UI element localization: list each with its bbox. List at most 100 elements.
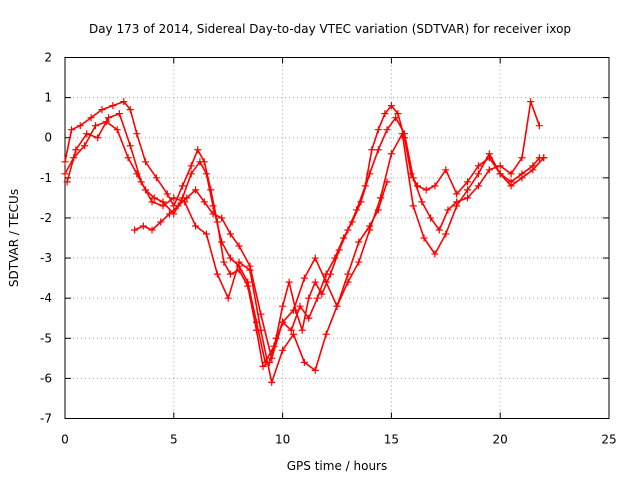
y-tick-label: -7 — [40, 412, 52, 426]
series-line — [66, 112, 545, 384]
data-point-plus — [453, 202, 461, 210]
data-point-plus — [381, 110, 389, 118]
data-point-plus — [224, 294, 232, 302]
data-point-plus — [76, 122, 84, 130]
data-point-plus — [126, 106, 134, 114]
data-point-plus — [398, 130, 406, 138]
data-point-plus — [340, 234, 348, 242]
y-tick-label: 1 — [44, 91, 52, 105]
data-point-plus — [115, 110, 123, 118]
data-point-plus — [464, 194, 472, 202]
data-point-plus — [226, 270, 234, 278]
data-point-plus — [485, 150, 493, 158]
data-point-plus — [165, 210, 173, 218]
data-point-plus — [139, 222, 147, 230]
data-point-plus — [464, 178, 472, 186]
data-point-plus — [246, 262, 254, 270]
axis-ticks — [64, 57, 610, 419]
data-point-plus — [170, 194, 178, 202]
data-point-plus — [268, 378, 276, 386]
data-point-plus — [311, 366, 319, 374]
data-point-plus — [374, 146, 382, 154]
data-point-plus — [322, 330, 330, 338]
data-point-plus — [287, 326, 295, 334]
data-point-plus — [159, 202, 167, 210]
data-point-plus — [535, 122, 543, 130]
plot-frame — [64, 57, 610, 419]
data-point-plus — [322, 270, 330, 278]
data-point-plus — [98, 106, 106, 114]
data-point-plus — [431, 182, 439, 190]
y-tick-label: 2 — [44, 51, 52, 65]
data-point-plus — [298, 326, 306, 334]
data-point-plus — [63, 178, 71, 186]
data-point-plus — [220, 258, 228, 266]
data-point-plus — [124, 154, 132, 162]
data-point-plus — [200, 198, 208, 206]
x-tick-label: 5 — [170, 433, 178, 447]
data-point-plus — [202, 230, 210, 238]
data-point-plus — [257, 326, 265, 334]
data-series — [61, 98, 548, 386]
data-point-plus — [366, 170, 374, 178]
data-point-plus — [409, 202, 417, 210]
data-point-plus — [148, 198, 156, 206]
data-point-plus — [259, 362, 267, 370]
data-point-plus — [444, 206, 452, 214]
data-point-plus — [442, 166, 450, 174]
data-point-plus — [113, 126, 121, 134]
data-point-plus — [333, 302, 341, 310]
data-point-plus — [366, 222, 374, 230]
data-point-plus — [507, 170, 515, 178]
data-point-plus — [91, 122, 99, 130]
data-point-plus — [279, 346, 287, 354]
data-point-plus — [305, 294, 313, 302]
data-point-plus — [163, 190, 171, 198]
data-point-plus — [485, 166, 493, 174]
data-point-plus — [61, 158, 69, 166]
series-track-b — [61, 98, 543, 366]
data-point-plus — [296, 302, 304, 310]
data-point-plus — [152, 174, 160, 182]
data-point-plus — [311, 278, 319, 286]
data-point-plus — [518, 154, 526, 162]
data-point-plus — [435, 226, 443, 234]
data-point-plus — [148, 226, 156, 234]
data-point-plus — [387, 102, 395, 110]
data-point-plus — [529, 166, 537, 174]
data-point-plus — [192, 222, 200, 230]
series-track-a — [61, 98, 548, 370]
series-track-d — [131, 178, 391, 362]
data-point-plus — [344, 270, 352, 278]
data-point-plus — [218, 238, 226, 246]
data-point-plus — [357, 198, 365, 206]
data-point-plus — [194, 146, 202, 154]
data-point-plus — [305, 314, 313, 322]
data-point-plus — [257, 310, 265, 318]
data-point-plus — [427, 214, 435, 222]
data-point-plus — [105, 114, 113, 122]
data-point-plus — [94, 134, 102, 142]
y-tick-label: -5 — [40, 331, 52, 345]
data-point-plus — [187, 170, 195, 178]
series-track-c — [63, 110, 548, 386]
data-point-plus — [174, 202, 182, 210]
data-point-plus — [540, 154, 548, 162]
x-tick-label: 15 — [384, 433, 399, 447]
data-point-plus — [279, 302, 287, 310]
y-axis-label: SDTVAR / TECUs — [7, 189, 21, 287]
y-axis-tick-labels: -7 -6 -5 -4 -3 -2 -1 0 1 2 — [40, 51, 52, 426]
data-point-plus — [322, 278, 330, 286]
data-point-plus — [196, 158, 204, 166]
data-point-plus — [348, 218, 356, 226]
data-point-plus — [68, 126, 76, 134]
y-tick-label: -2 — [40, 211, 52, 225]
data-point-plus — [81, 142, 89, 150]
data-point-plus — [126, 142, 134, 150]
data-point-plus — [453, 190, 461, 198]
data-point-plus — [209, 210, 217, 218]
data-point-plus — [355, 258, 363, 266]
data-point-plus — [474, 182, 482, 190]
series-line — [64, 100, 544, 368]
